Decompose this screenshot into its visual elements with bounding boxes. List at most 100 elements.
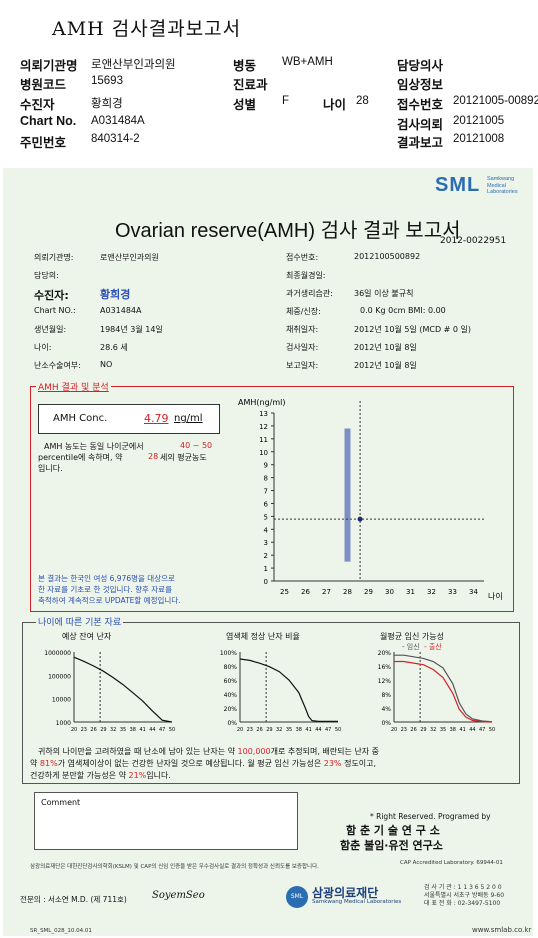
y-tick-label: 0 <box>264 578 268 586</box>
y-tick-label: 2 <box>264 552 268 560</box>
x-tick-label: 32 <box>430 727 436 733</box>
sheet-title: Ovarian reserve(AMH) 검사 결과 보고서 <box>115 220 461 242</box>
foundation-name: 삼광의료재단 <box>312 886 379 900</box>
y-axis-label: AMH(ng/ml) <box>238 398 286 407</box>
mini-legend: - 임신 - 출산 <box>402 642 442 652</box>
sml-logo: SML <box>435 174 481 196</box>
field-value: 2012년 10월 5일 (MCD # 0 일) <box>354 325 472 334</box>
header-value: 로앤산부인과의원 <box>91 59 176 71</box>
y-tick-label: 1000000 <box>44 650 71 657</box>
x-tick-label: 35 <box>286 727 292 733</box>
header-label: 의뢰기관명 <box>20 59 78 73</box>
y-tick-label: 40% <box>224 692 238 699</box>
field-label: 담당의: <box>34 271 59 280</box>
header-label: 임상정보 <box>397 78 444 92</box>
y-tick-label: 7 <box>264 488 268 496</box>
x-tick-label: 20 <box>237 727 243 733</box>
contact-info: 검 사 기 관 : 1 1 3 6 5 2 0 0 서울특별시 서초구 방배동 9… <box>424 884 505 907</box>
y-tick-label: 4 <box>264 526 269 534</box>
series-line <box>394 660 493 723</box>
header-label: 나이 <box>323 98 347 112</box>
x-tick-label: 38 <box>130 727 136 733</box>
field-value: 0.0 Kg 0cm BMI: 0.00 <box>360 306 446 315</box>
field-label: 수진자: <box>34 289 69 302</box>
header-label: 병원코드 <box>20 78 67 92</box>
header-value: WB+AMH <box>282 56 333 68</box>
field-value: A031484A <box>100 306 142 315</box>
header-value: 20121008 <box>453 133 505 145</box>
y-tick-label: 13 <box>259 410 268 418</box>
x-tick-label: 41 <box>459 727 465 733</box>
legend-birth: - 출산 <box>424 643 442 651</box>
header-label: 성별 <box>233 98 257 112</box>
x-tick-label: 28 <box>343 588 352 596</box>
header-label: 접수번호 <box>397 98 444 112</box>
header-value: 20121005 <box>453 115 505 127</box>
x-tick-label: 23 <box>81 727 87 733</box>
header-value: A031484A <box>91 115 145 127</box>
comment-box: Comment <box>34 792 298 850</box>
x-tick-label: 26 <box>410 727 416 733</box>
x-axis-label: 나이 <box>488 591 503 601</box>
y-tick-label: 8% <box>381 692 391 699</box>
x-tick-label: 44 <box>149 727 155 733</box>
field-value: NO <box>100 360 113 369</box>
x-tick-label: 50 <box>335 727 341 733</box>
x-tick-label: 32 <box>276 727 282 733</box>
amh-point <box>357 516 363 522</box>
report-header-title: AMH 검사결과보고서 <box>52 18 242 40</box>
field-value: 로앤산부인과의원 <box>100 253 159 262</box>
header-value: 28 <box>356 95 369 107</box>
amh-conc-unit: ng/ml <box>174 413 203 424</box>
header-value: 840314-2 <box>91 133 140 145</box>
y-tick-label: 6 <box>264 500 269 508</box>
field-value: 1984년 3월 14일 <box>100 325 163 334</box>
header-label: Chart No. <box>20 114 77 128</box>
egg-count: 100,000 <box>237 747 271 756</box>
x-tick-label: 26 <box>301 588 310 596</box>
x-tick-label: 29 <box>364 588 373 596</box>
header-value: 20121005-00892 <box>453 95 538 107</box>
x-tick-label: 50 <box>169 727 175 733</box>
x-tick-label: 50 <box>489 727 495 733</box>
legend-pregnancy: - 임신 <box>402 643 420 651</box>
header-label: 수진자 <box>20 98 55 112</box>
x-tick-label: 44 <box>469 727 475 733</box>
series-line <box>239 658 338 722</box>
field-label: 의뢰기관명: <box>34 253 74 262</box>
header-label: 결과보고 <box>397 136 444 150</box>
y-tick-label: 0% <box>227 720 237 727</box>
x-tick-label: 47 <box>159 727 165 733</box>
x-tick-label: 30 <box>385 588 394 596</box>
x-tick-label: 26 <box>256 727 262 733</box>
normal-pct: 81% <box>39 759 58 768</box>
x-tick-label: 35 <box>440 727 446 733</box>
y-tick-label: 1 <box>264 565 268 573</box>
field-value: 2012년 10월 8일 <box>354 361 417 370</box>
document-number: 2012-0022951 <box>440 236 507 246</box>
x-tick-label: 23 <box>247 727 253 733</box>
lab-name-2: 함춘 불임·유전 연구소 <box>340 839 443 852</box>
field-label: 체중/신장: <box>286 307 321 316</box>
field-label: 난소수술여부: <box>34 361 81 370</box>
y-tick-label: 10 <box>259 449 268 457</box>
percentile-range: 40 ~ 50 <box>180 441 213 450</box>
x-tick-label: 29 <box>266 727 272 733</box>
field-label: 나이: <box>34 343 52 352</box>
field-label: 과거생리습관: <box>286 289 333 298</box>
field-value: 2012년 10월 8일 <box>354 343 417 352</box>
normal-egg-chart: 100% 80% 60% 40% 20% 0%20 23 26 29 32 35 38 41 44 47 50 <box>220 650 341 733</box>
x-tick-label: 32 <box>110 727 116 733</box>
x-tick-label: 26 <box>90 727 96 733</box>
y-tick-label: 9 <box>264 462 268 470</box>
amh-conc-box: AMH Conc. 4.79 ng/ml <box>38 404 220 434</box>
x-tick-label: 27 <box>322 588 331 596</box>
mini-chart-title: 염색체 정상 난자 비율 <box>226 632 300 641</box>
x-tick-label: 44 <box>315 727 321 733</box>
y-tick-label: 100% <box>220 650 237 657</box>
mini-chart-title: 예상 잔여 난자 <box>62 632 112 641</box>
x-tick-label: 32 <box>427 588 436 596</box>
x-tick-label: 29 <box>100 727 106 733</box>
y-tick-label: 5 <box>264 513 268 521</box>
